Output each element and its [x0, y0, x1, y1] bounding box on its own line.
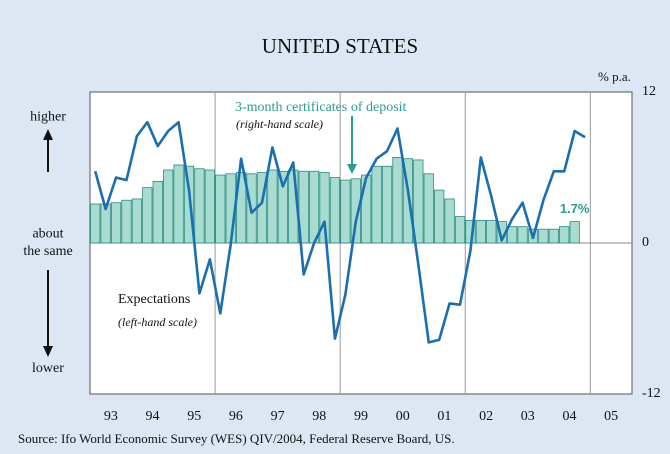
down-arrowhead	[43, 346, 53, 357]
line-series-note: (left-hand scale)	[118, 315, 197, 329]
x-tick-label: 05	[604, 409, 618, 424]
value-label: 1.7%	[560, 201, 590, 216]
bar	[350, 178, 361, 244]
y-tick-label-line: about	[32, 227, 63, 242]
y2-tick-label: -12	[642, 386, 661, 401]
bar	[298, 170, 309, 244]
bar	[444, 198, 455, 244]
bar	[142, 187, 153, 244]
bar	[204, 169, 215, 244]
bar	[371, 165, 382, 244]
up-arrowhead	[43, 129, 53, 140]
bar	[507, 226, 518, 244]
bar	[413, 159, 424, 244]
bar	[517, 226, 528, 244]
bar	[486, 219, 497, 244]
bar-series-note: (right-hand scale)	[236, 117, 323, 131]
x-tick-label: 93	[104, 409, 118, 424]
bar	[131, 198, 143, 244]
bar	[319, 172, 330, 244]
bar	[194, 168, 205, 244]
x-tick-label: 99	[354, 409, 368, 424]
x-tick-label: 94	[146, 409, 160, 424]
y-tick-label: higher	[30, 109, 66, 124]
y-tick-label-line: the same	[23, 244, 72, 259]
bar	[100, 203, 111, 244]
line-series-label: Expectations	[118, 292, 190, 307]
bar	[475, 219, 486, 244]
x-tick-label: 95	[187, 409, 201, 424]
x-tick-label: 00	[396, 409, 410, 424]
bar	[215, 174, 226, 244]
bar	[173, 164, 184, 244]
y2-unit: % p.a.	[598, 69, 631, 84]
bar	[183, 165, 195, 244]
source: Source: Ifo World Economic Survey (WES) …	[18, 431, 455, 446]
y-tick-label: about the same	[23, 227, 72, 260]
bar	[538, 228, 549, 244]
y2-tick-label: 0	[642, 235, 649, 250]
x-tick-label: 02	[479, 409, 493, 424]
bar	[423, 173, 434, 244]
bar	[121, 199, 132, 244]
x-tick-label: 98	[312, 409, 326, 424]
bar	[402, 158, 414, 244]
bar	[434, 189, 445, 244]
annotation-arrowhead	[347, 164, 357, 174]
bar	[392, 157, 403, 244]
bar	[110, 202, 122, 244]
bar	[267, 169, 278, 244]
bar	[381, 165, 393, 244]
bar	[152, 180, 163, 244]
bar-series-label: 3-month certificates of deposit	[235, 100, 407, 115]
bar	[163, 169, 174, 244]
x-tick-label: 97	[271, 409, 285, 424]
x-tick-label: 04	[562, 409, 576, 424]
x-tick-label: 96	[229, 409, 243, 424]
x-tick-label: 03	[521, 409, 535, 424]
bar	[90, 203, 101, 244]
bar	[548, 228, 559, 244]
bar	[361, 174, 372, 244]
bar	[277, 170, 288, 244]
bar	[569, 221, 580, 244]
line	[93, 120, 586, 344]
bar	[340, 179, 351, 244]
y2-tick-label: 12	[642, 84, 656, 99]
bar	[329, 177, 341, 244]
bar	[308, 170, 320, 244]
bar	[559, 226, 570, 244]
y-tick-label: lower	[32, 361, 64, 376]
bar	[454, 216, 466, 244]
chart-title: UNITED STATES	[262, 34, 418, 58]
x-tick-label: 01	[437, 409, 451, 424]
